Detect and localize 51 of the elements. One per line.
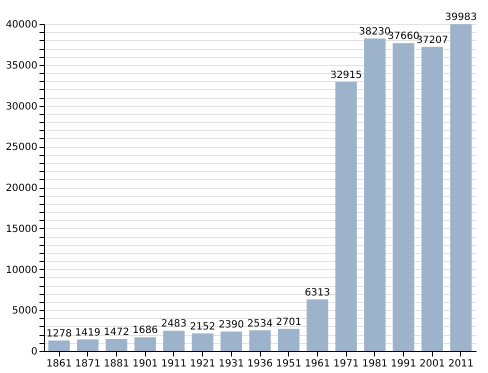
x-tick-label: 1931 [218, 358, 244, 370]
x-tick-label: 1901 [132, 358, 158, 370]
y-tick-label: 35000 [6, 60, 38, 72]
data-label: 39983 [445, 12, 477, 24]
bar [163, 330, 185, 351]
data-label: 32915 [330, 70, 362, 81]
data-label: 2483 [161, 318, 187, 330]
x-tick-label: 2001 [420, 358, 445, 370]
x-tick-label: 1991 [390, 358, 416, 370]
data-label: 1419 [75, 327, 100, 338]
bar [220, 331, 242, 351]
bar [335, 82, 357, 351]
bar [450, 24, 472, 351]
bar [134, 337, 156, 351]
x-tick-label: 1961 [304, 358, 330, 370]
bar [364, 38, 386, 351]
bar [106, 338, 128, 351]
bar [249, 330, 271, 351]
x-tick-label: 1861 [46, 358, 72, 370]
y-tick-label: 30000 [6, 101, 38, 112]
bar [278, 328, 300, 351]
data-label: 1278 [46, 328, 72, 340]
x-tick-label: 1971 [333, 358, 359, 370]
x-tick-label: 1936 [247, 358, 273, 370]
x-tick-label: 1911 [161, 358, 187, 370]
bar [48, 340, 70, 351]
x-tick-label: 2011 [448, 358, 474, 370]
y-tick-label: 40000 [6, 20, 38, 30]
x-tick-label: 1951 [276, 358, 302, 370]
data-label: 6313 [304, 287, 330, 298]
bar [306, 299, 328, 351]
bar [77, 339, 99, 351]
y-tick-label: 5000 [12, 306, 38, 317]
data-label: 2701 [276, 316, 302, 328]
x-tick-label: 1921 [190, 358, 216, 370]
x-tick-label: 1881 [104, 358, 130, 370]
bar [392, 43, 414, 351]
data-label: 1472 [104, 326, 130, 338]
y-tick-label: 0 [31, 346, 38, 358]
data-label: 2534 [247, 318, 273, 330]
data-label: 2390 [218, 319, 244, 330]
bar [421, 46, 443, 351]
bar [192, 333, 214, 351]
data-label: 1686 [132, 325, 158, 336]
x-tick-label: 1871 [75, 358, 100, 370]
y-tick-label: 10000 [6, 264, 38, 276]
y-tick-label: 15000 [6, 224, 38, 235]
y-tick-label: 25000 [6, 142, 38, 154]
y-tick-label: 20000 [6, 183, 38, 194]
x-tick-label: 1981 [362, 358, 388, 370]
data-label: 2152 [190, 321, 216, 332]
